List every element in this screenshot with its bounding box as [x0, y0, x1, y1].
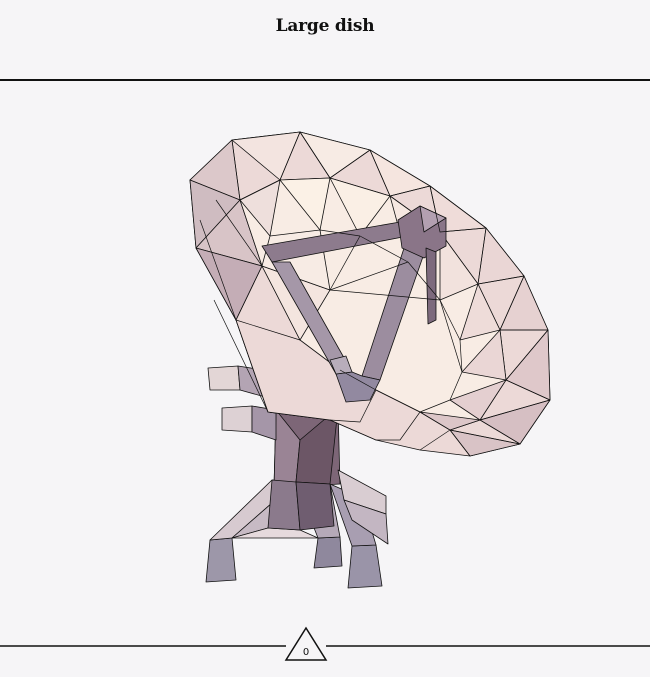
page-number: 0 — [303, 647, 309, 658]
header-divider — [0, 79, 650, 81]
page-indicator-triangle — [284, 626, 328, 661]
foot-middle — [313, 536, 343, 569]
page-footer: 0 — [0, 626, 650, 661]
foot-right — [347, 544, 383, 589]
foot-left — [205, 537, 237, 583]
satellite-dish-illustration — [189, 131, 551, 589]
page-title: Large dish — [275, 16, 375, 36]
dish-mount — [189, 131, 551, 589]
